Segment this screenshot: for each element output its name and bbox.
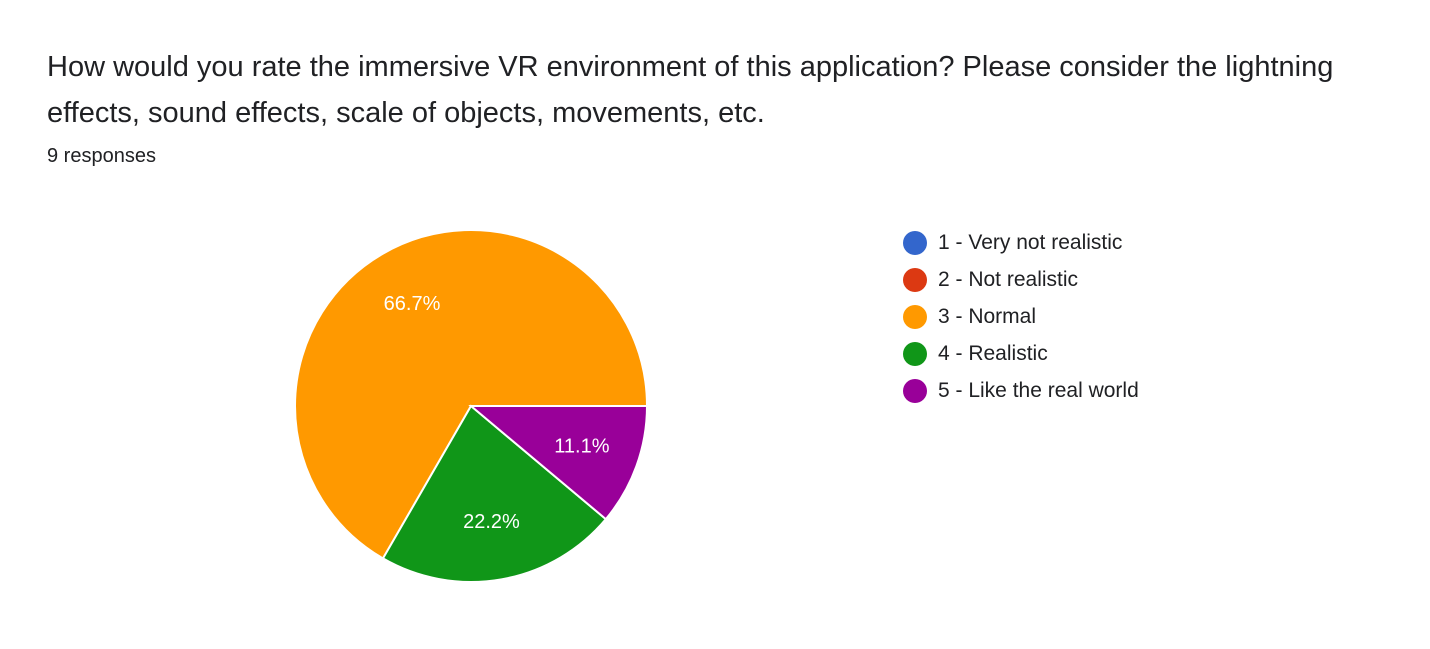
legend-swatch-icon	[903, 230, 927, 255]
legend-label: 4 - Realistic	[938, 342, 1048, 366]
question-title: How would you rate the immersive VR envi…	[47, 51, 1334, 129]
response-count: 9 responses	[47, 145, 156, 167]
legend-label: 2 - Not realistic	[938, 267, 1079, 291]
pie-slice-label-4-realistic: 22.2%	[463, 511, 520, 533]
pie-slice-3-normal[interactable]	[294, 229, 649, 560]
legend-item-2-not-realistic[interactable]: 2 - Not realistic	[903, 261, 1139, 298]
pie-slice-label-5-like-the-real-world: 11.1%	[554, 435, 609, 457]
legend-swatch-icon	[903, 267, 927, 292]
legend-label: 5 - Like the real world	[938, 379, 1139, 403]
legend-swatch-icon	[903, 304, 927, 329]
legend-item-3-normal[interactable]: 3 - Normal	[903, 298, 1139, 335]
legend-swatch-icon	[903, 342, 927, 367]
legend-swatch-icon	[903, 379, 927, 404]
legend-label: 1 - Very not realistic	[938, 230, 1123, 254]
pie-slice-label-3-normal: 66.7%	[384, 293, 441, 315]
legend-item-4-realistic[interactable]: 4 - Realistic	[903, 336, 1139, 373]
pie-slice-4-realistic[interactable]	[381, 404, 608, 583]
legend-item-1-very-not-realistic[interactable]: 1 - Very not realistic	[903, 224, 1139, 261]
legend-label: 3 - Normal	[938, 304, 1037, 328]
chart-legend: 1 - Very not realistic 2 - Not realistic 3…	[903, 224, 1139, 410]
legend-item-5-like-the-real-world[interactable]: 5 - Like the real world	[903, 373, 1139, 410]
pie-slice-5-like-the-real-world[interactable]	[468, 405, 649, 521]
